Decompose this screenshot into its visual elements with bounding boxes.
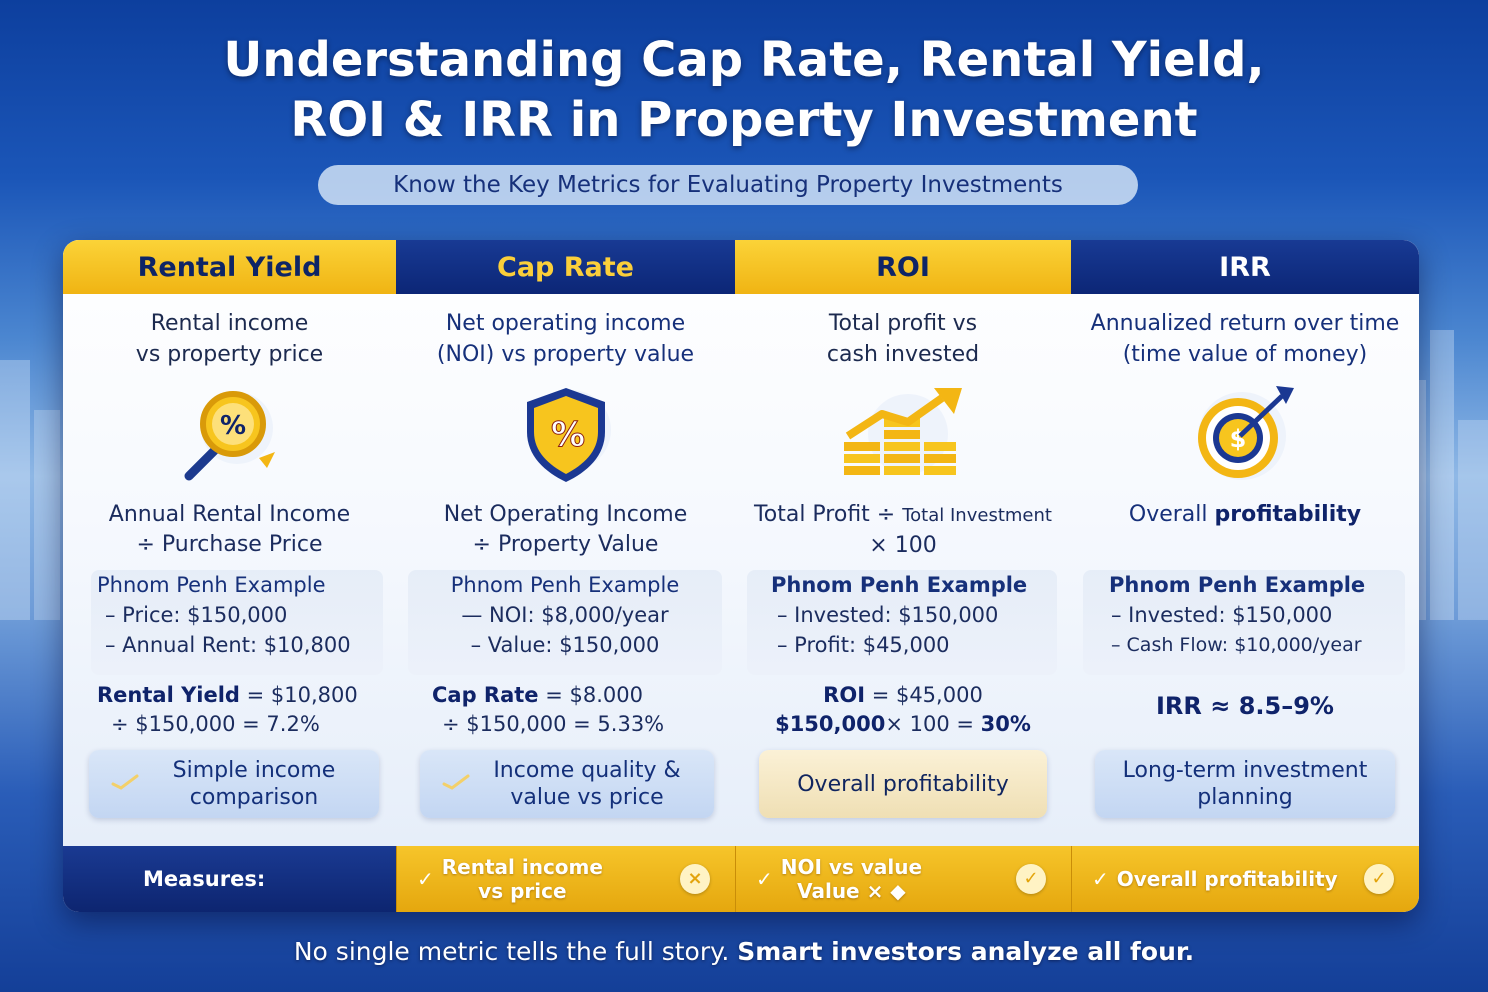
example-line: – Profit: $45,000 xyxy=(777,633,950,657)
example-line: – Invested: $150,000 xyxy=(1111,603,1333,627)
example-box: Phnom Penh Example – Invested: $150,000 … xyxy=(747,570,1057,675)
measures-label: Measures: xyxy=(143,867,266,891)
use-case-pill: Simple income comparison xyxy=(89,750,379,818)
example-line: – Cash Flow: $10,000/year xyxy=(1111,634,1362,656)
check-badge-icon: ✓ xyxy=(1016,864,1046,894)
svg-text:%: % xyxy=(219,411,245,441)
example-result: ROI = $45,000 $150,000× 100 = 30% xyxy=(775,683,1031,736)
subtitle-banner: Know the Key Metrics for Evaluating Prop… xyxy=(318,165,1138,205)
measure-irr: ✓ Overall profitability ✓ xyxy=(1071,846,1419,912)
measures-bar: Measures: ✓ Rental income vs price × ✓ N… xyxy=(63,846,1419,912)
column-header: ROI xyxy=(735,240,1071,294)
measure-text: Overall profitability xyxy=(1116,867,1338,891)
bottom-note: No single metric tells the full story. S… xyxy=(293,937,1195,966)
check-icon: ✓ xyxy=(1092,867,1109,891)
column-rental-yield: Rental Yield Rental income vs property p… xyxy=(63,240,397,846)
example-result: Cap Rate = $8.000 ÷ $150,000 = 5.33% xyxy=(432,683,665,736)
target-dollar-icon: $ xyxy=(1198,386,1294,480)
column-header: Rental Yield xyxy=(63,240,396,294)
metric-formula: Total Profit ÷ Total Investment × 100 xyxy=(754,502,1052,558)
column-roi: ROI Total profit vs cash invested Total … xyxy=(735,240,1072,846)
metric-description: Total profit vs cash invested xyxy=(826,311,980,367)
metrics-comparison-table: Rental Yield Rental income vs property p… xyxy=(63,240,1419,912)
page-title: Understanding Cap Rate, Rental Yield, RO… xyxy=(223,32,1265,148)
column-header: IRR xyxy=(1071,240,1419,294)
measures-label-cell: Measures: xyxy=(63,846,396,912)
metric-description: Annualized return over time (time value … xyxy=(1090,311,1400,367)
measure-text: NOI vs value Value ⨯ ◆ xyxy=(780,855,923,903)
metric-formula: Overall profitability xyxy=(1128,502,1362,527)
check-icon: ✓ xyxy=(756,867,773,891)
example-line: – Invested: $150,000 xyxy=(777,603,999,627)
example-line: – Value: $150,000 xyxy=(470,633,660,657)
measure-cap-rate: ✓ Rental income vs price × xyxy=(396,846,736,912)
example-box: Phnom Penh Example – Price: $150,000 – A… xyxy=(91,570,383,675)
column-cap-rate: Cap Rate Net operating income (NOI) vs p… xyxy=(396,240,736,846)
example-line: – Price: $150,000 xyxy=(105,603,288,627)
coins-growth-icon xyxy=(844,388,962,475)
metric-description: Net operating income (NOI) vs property v… xyxy=(436,311,695,367)
example-result: IRR ≈ 8.5–9% xyxy=(1156,692,1334,720)
use-case-pill: Overall profitability xyxy=(759,750,1047,818)
check-badge-icon: ✓ xyxy=(1364,864,1394,894)
shield-percent-icon: % xyxy=(526,388,611,482)
cross-badge-icon: × xyxy=(680,864,710,894)
svg-text:%: % xyxy=(550,415,584,455)
use-case-pill: Income quality & value vs price xyxy=(420,750,714,818)
metric-formula: Net Operating Income ÷ Property Value xyxy=(443,502,688,557)
measure-text: Rental income vs price xyxy=(441,855,603,903)
sparkle-icon xyxy=(111,774,139,790)
example-box: Phnom Penh Example – Invested: $150,000 … xyxy=(1083,570,1405,675)
magnifier-percent-icon: % xyxy=(184,391,275,481)
measure-roi: ✓ NOI vs value Value ⨯ ◆ ✓ xyxy=(735,846,1072,912)
example-line: – Annual Rent: $10,800 xyxy=(105,633,351,657)
example-box: Phnom Penh Example — NOI: $8,000/year – … xyxy=(408,570,722,675)
metric-description: Rental income vs property price xyxy=(135,311,324,367)
metric-formula: Annual Rental Income ÷ Purchase Price xyxy=(108,502,351,557)
column-irr: IRR Annualized return over time (time va… xyxy=(1071,240,1419,846)
example-result: Rental Yield = $10,800 ÷ $150,000 = 7.2% xyxy=(97,683,358,736)
column-header: Cap Rate xyxy=(396,240,735,294)
sparkle-icon xyxy=(442,774,470,790)
check-icon: ✓ xyxy=(417,867,434,891)
use-case-pill: Long-term investment planning xyxy=(1095,750,1395,818)
example-line: — NOI: $8,000/year xyxy=(461,603,669,627)
